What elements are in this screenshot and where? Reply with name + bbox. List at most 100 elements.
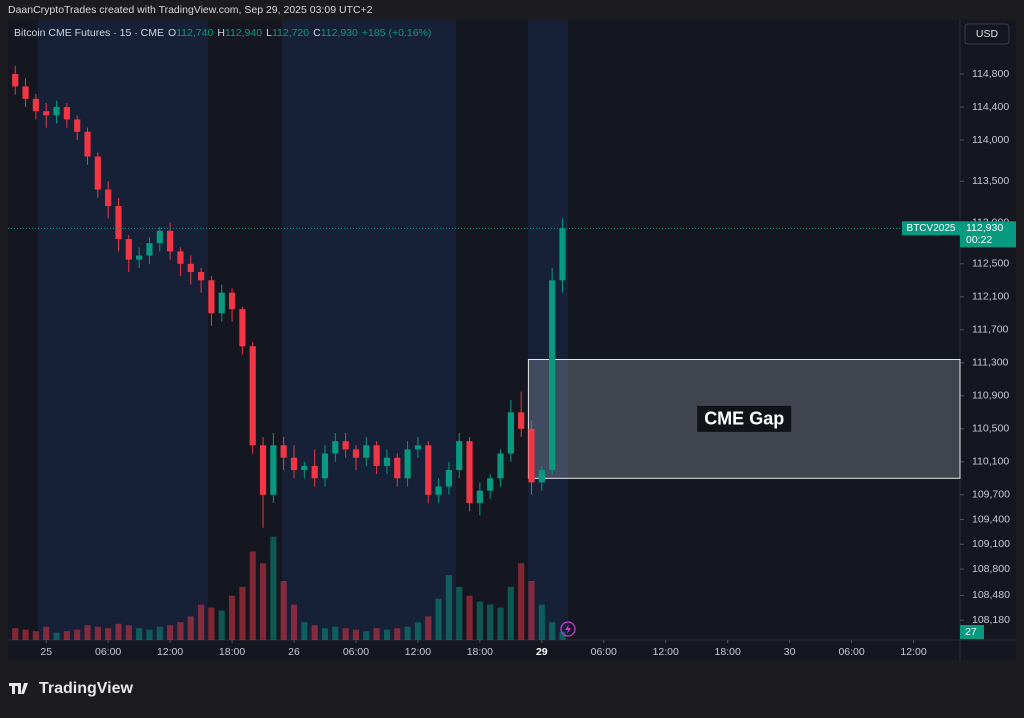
volume-bar: [177, 622, 184, 640]
currency-button-label[interactable]: USD: [976, 28, 999, 40]
candle-body: [74, 119, 81, 132]
candle-body: [476, 490, 483, 504]
x-tick-label: 18:00: [219, 646, 245, 658]
legend-item: +185 (+0.16%): [362, 27, 431, 39]
x-tick-label: 26: [288, 646, 300, 658]
candle-body: [528, 428, 535, 483]
x-tick-label: 12:00: [405, 646, 431, 658]
volume-bar: [280, 580, 287, 640]
candle-body: [466, 441, 473, 504]
volume-bar: [332, 626, 339, 640]
symbol-label-bg: [902, 221, 960, 236]
volume-bar: [528, 580, 535, 640]
candle-body: [228, 292, 236, 310]
currency-button[interactable]: [964, 23, 1010, 45]
volume-bar: [115, 623, 122, 640]
volume-bar: [301, 622, 308, 640]
price-label: 112,930: [966, 222, 1003, 234]
volume-bar: [125, 625, 132, 640]
candle-body: [507, 412, 514, 454]
volume-bar: [414, 622, 422, 640]
y-tick-label: 111,700: [972, 324, 1009, 336]
volume-bar: [466, 595, 473, 640]
volume-bar: [259, 563, 267, 640]
candle-body: [125, 239, 132, 260]
volume-bar: [321, 628, 329, 640]
volume-bar: [63, 631, 70, 640]
session-band: [528, 20, 568, 640]
y-tick-label: 109,400: [972, 513, 1010, 525]
x-tick-label: 06:00: [838, 646, 864, 658]
candle-body: [136, 255, 143, 260]
candle-body: [167, 230, 174, 252]
volume-bar: [228, 595, 236, 640]
candle-body: [290, 457, 298, 471]
plot: 114,800114,400114,000113,500113,000112,5…: [8, 65, 1016, 658]
volume-bar: [435, 598, 442, 640]
logo-text: TradingView: [39, 680, 134, 697]
volume-bar: [84, 625, 91, 640]
header: DaanCryptoTrades created with TradingVie…: [8, 4, 373, 16]
y-tick-label: 110,100: [972, 456, 1009, 468]
volume-bar: [105, 628, 112, 640]
event-icon[interactable]: [560, 621, 576, 637]
candle-body: [177, 251, 184, 264]
volume-bar: [290, 604, 298, 640]
volume-bar: [32, 631, 39, 640]
x-tick-label: 25: [40, 646, 52, 658]
legend-item: 112,940: [225, 27, 262, 39]
y-tick-label: 108,800: [972, 563, 1010, 575]
volume-bar: [53, 632, 60, 640]
volume-bar: [12, 628, 19, 640]
candle-body: [12, 74, 19, 87]
legend-item: C: [313, 27, 321, 39]
y-tick-label: 114,800: [972, 68, 1009, 80]
candle-body: [197, 272, 205, 281]
candle-body: [456, 441, 463, 471]
event-icon-bolt: [565, 624, 571, 634]
volume-bar: [445, 575, 452, 640]
volume-bar: [94, 626, 101, 640]
volume-bar: [559, 632, 566, 640]
volume-label-bg: [960, 625, 984, 640]
logo-mark: [9, 683, 28, 694]
y-tick-label: 111,300: [972, 357, 1009, 369]
candle-body: [32, 98, 39, 112]
y-tick-label: 110,900: [972, 390, 1009, 402]
x-tick-label: 29: [536, 646, 548, 658]
candle-body: [425, 445, 432, 495]
y-tick-label: 114,400: [972, 101, 1009, 113]
candle-body: [270, 445, 277, 495]
candle-body: [280, 445, 287, 458]
volume-bar: [497, 607, 504, 640]
legend-item: 112,930: [321, 27, 358, 39]
candle-body: [414, 445, 422, 450]
candle-body: [187, 263, 194, 273]
session-band: [282, 20, 456, 640]
volume-bar: [538, 604, 545, 640]
x-tick-label: 12:00: [653, 646, 679, 658]
volume-bar: [456, 586, 463, 640]
candle-body: [321, 453, 329, 479]
candle-body: [487, 478, 494, 491]
volume-bar: [136, 628, 143, 640]
volume-bar: [249, 551, 256, 640]
candle-body: [435, 486, 442, 495]
legend-item: L: [266, 27, 272, 39]
volume-bar: [146, 629, 153, 640]
x-tick-label: 06:00: [591, 646, 617, 658]
price-axis: [960, 20, 1016, 660]
volume-bar: [218, 610, 225, 640]
candle-body: [549, 280, 556, 471]
volume-label: 27: [965, 626, 977, 638]
candle-body: [22, 86, 29, 99]
legend-item: 112,720: [272, 27, 309, 39]
candle-body: [383, 457, 391, 466]
volume-bar: [476, 601, 483, 640]
candle-body: [146, 243, 153, 256]
candle-body: [105, 189, 112, 207]
x-tick-label: 12:00: [157, 646, 183, 658]
y-tick-label: 108,480: [972, 589, 1010, 601]
legend-item: Bitcoin CME Futures · 15 · CME: [14, 27, 164, 39]
session-band: [38, 20, 208, 640]
